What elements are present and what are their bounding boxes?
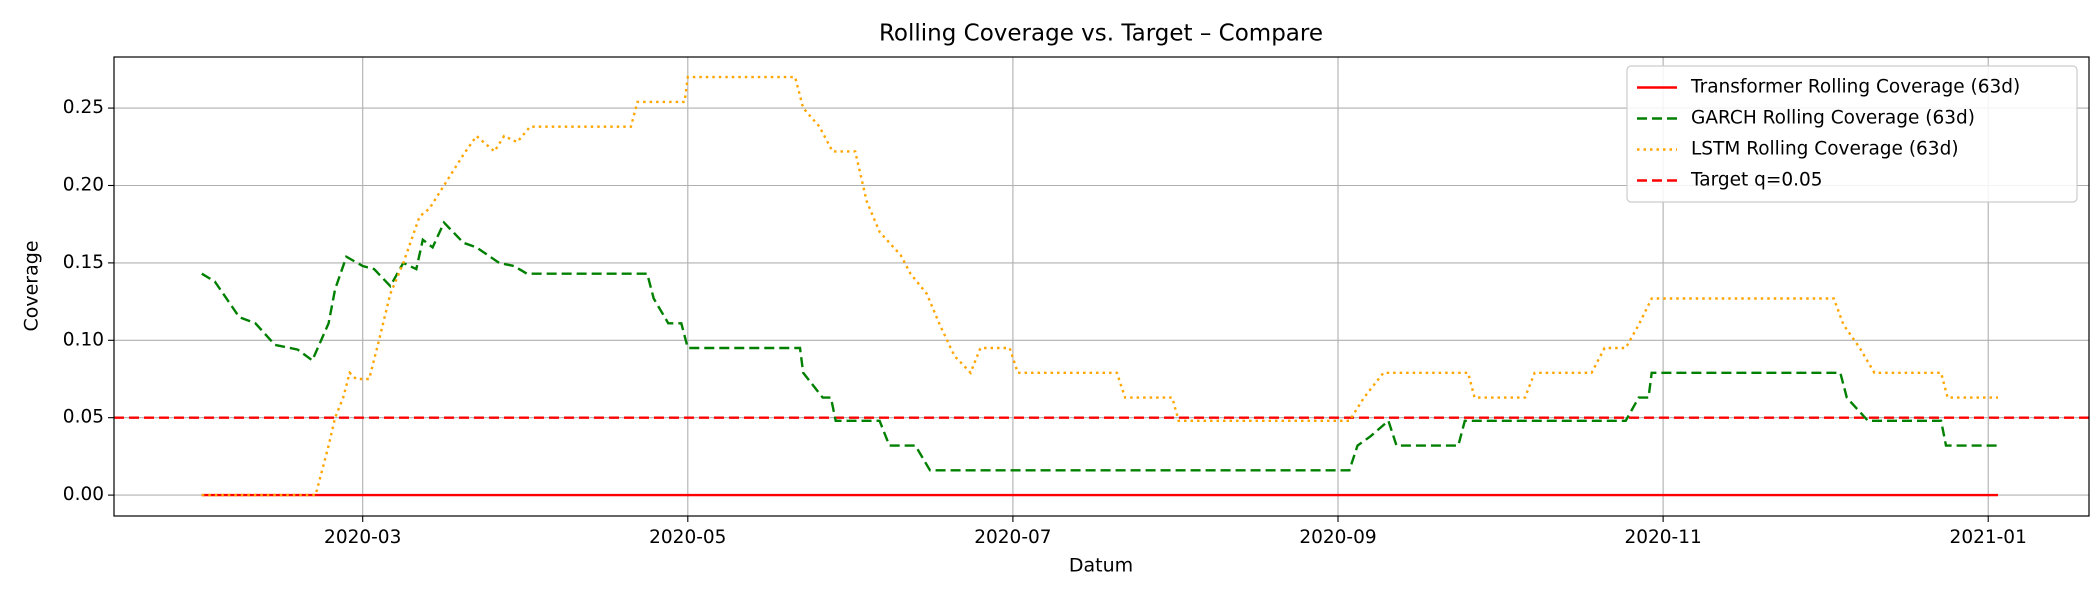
y-tick-label: 0.15 <box>63 252 104 273</box>
y-tick-label: 0.05 <box>63 407 104 428</box>
legend-box <box>1626 65 2078 203</box>
y-tick-label: 0.25 <box>63 97 104 118</box>
x-axis-label: Datum <box>1069 555 1133 577</box>
series-line <box>201 75 1998 497</box>
y-tick-label: 0.20 <box>63 174 104 195</box>
x-tick-label: 2020-03 <box>324 527 401 548</box>
x-tick-label: 2021-01 <box>1950 527 2027 548</box>
series-line <box>201 220 1998 472</box>
chart-title: Rolling Coverage vs. Target – Compare <box>879 21 1323 47</box>
x-tick-label: 2020-07 <box>974 527 1051 548</box>
x-tick-label: 2020-05 <box>649 527 726 548</box>
legend-label: Target q=0.05 <box>1690 170 1823 191</box>
y-axis-label: Coverage <box>21 240 43 331</box>
x-tick-label: 2020-09 <box>1299 527 1376 548</box>
y-tick-label: 0.10 <box>63 329 104 350</box>
legend-label: GARCH Rolling Coverage (63d) <box>1691 108 1975 129</box>
y-tick-label: 0.00 <box>63 484 104 505</box>
legend-label: LSTM Rolling Coverage (63d) <box>1691 139 1959 160</box>
x-tick-label: 2020-11 <box>1624 527 1701 548</box>
legend-label: Transformer Rolling Coverage (63d) <box>1690 77 2020 98</box>
plot-frame <box>113 56 2090 517</box>
